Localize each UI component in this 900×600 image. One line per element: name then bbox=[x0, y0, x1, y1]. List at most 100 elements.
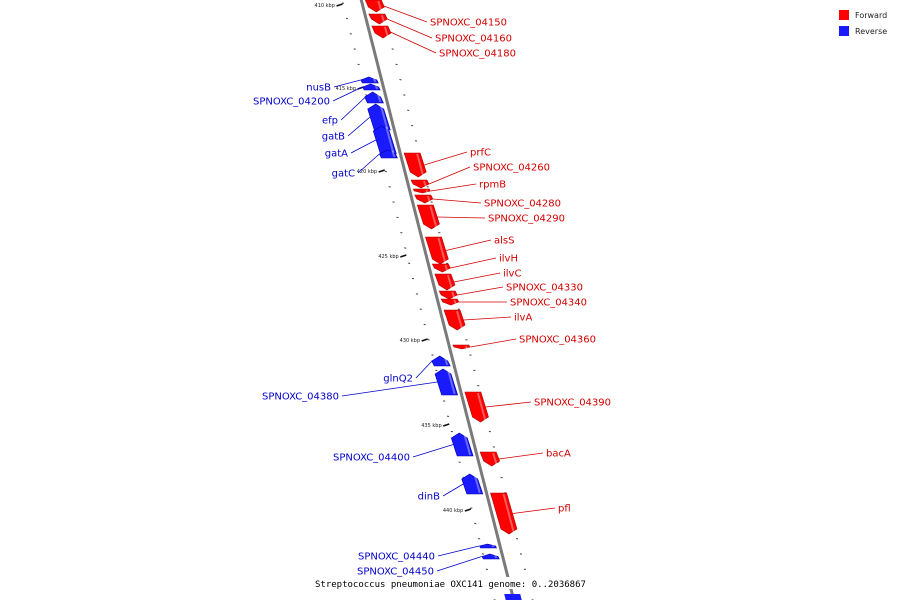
gene-highlight bbox=[463, 433, 472, 456]
gene-pfl[interactable] bbox=[490, 492, 518, 535]
gene-bacA[interactable] bbox=[479, 451, 501, 467]
gene-SPNOXC_04450[interactable] bbox=[481, 553, 500, 560]
gene-arrow[interactable] bbox=[479, 543, 498, 549]
gene-arrow[interactable] bbox=[431, 355, 451, 367]
gene-label[interactable]: pfl bbox=[558, 504, 571, 515]
gene-label[interactable]: SPNOXC_04440 bbox=[358, 552, 435, 563]
gene-arrow[interactable] bbox=[479, 451, 501, 467]
gene-label[interactable]: SPNOXC_04340 bbox=[510, 298, 587, 309]
gene-arrow[interactable] bbox=[464, 391, 489, 423]
gene-arrow[interactable] bbox=[414, 194, 434, 204]
gene-gatC[interactable] bbox=[378, 149, 398, 159]
gene-glnQ2[interactable] bbox=[431, 355, 451, 367]
gene-SPNOXC_04400[interactable] bbox=[450, 432, 474, 457]
gene-label[interactable]: gatB bbox=[322, 132, 345, 143]
gene-arrow[interactable] bbox=[452, 344, 471, 350]
gene-nusB[interactable] bbox=[360, 76, 379, 84]
gene-label[interactable]: SPNOXC_04200 bbox=[253, 97, 330, 108]
gene-arrow[interactable] bbox=[440, 298, 460, 306]
gene-dinB[interactable] bbox=[461, 473, 484, 495]
gene-arrow[interactable] bbox=[461, 473, 484, 495]
gene-ilvH[interactable] bbox=[431, 263, 451, 273]
gene-prfC[interactable] bbox=[403, 152, 427, 178]
gene-arrow[interactable] bbox=[416, 204, 440, 230]
gene-label[interactable]: ilvA bbox=[514, 313, 532, 324]
gene-arrow[interactable] bbox=[410, 179, 430, 189]
gene-SPNOXC_04360[interactable] bbox=[452, 344, 471, 350]
gene-gatB[interactable] bbox=[367, 103, 391, 131]
tick-label: 415 kbp bbox=[336, 86, 356, 92]
label-leader-line bbox=[442, 483, 464, 497]
gene-label[interactable]: SPNOXC_04280 bbox=[484, 199, 561, 210]
gene-SPNOXC_04200[interactable] bbox=[362, 83, 381, 91]
gene-label[interactable]: alsS bbox=[494, 236, 514, 247]
gene-label[interactable]: nusB bbox=[306, 83, 331, 94]
gene-label[interactable]: SPNOXC_04450 bbox=[357, 567, 434, 578]
gene-highlight bbox=[376, 92, 382, 103]
gene-arrow[interactable] bbox=[371, 25, 392, 39]
gene-label[interactable]: ilvH bbox=[499, 254, 518, 265]
gene-SPNOXC_04390[interactable] bbox=[464, 391, 489, 423]
label-leader-line bbox=[333, 79, 361, 88]
gene-arrow[interactable] bbox=[378, 149, 398, 159]
caption-group: Streptococcus pneumoniae OXC141 genome: … bbox=[312, 577, 588, 590]
gene-label[interactable]: efp bbox=[322, 116, 338, 127]
gene-label[interactable]: dinB bbox=[418, 492, 440, 503]
gene-arrow[interactable] bbox=[412, 188, 431, 194]
gene-SPNOXC_04150[interactable] bbox=[364, 0, 385, 13]
major-tick bbox=[400, 254, 407, 258]
gene-alsS[interactable] bbox=[425, 236, 449, 265]
gene-ilvC[interactable] bbox=[434, 273, 456, 291]
gene-ilvA[interactable] bbox=[443, 309, 466, 331]
gene-SPNOXC_04260[interactable] bbox=[410, 179, 430, 189]
gene-arrow[interactable] bbox=[490, 492, 518, 535]
gene-label[interactable]: SPNOXC_04290 bbox=[488, 214, 565, 225]
gene-label[interactable]: glnQ2 bbox=[383, 374, 413, 385]
gene-label[interactable]: SPNOXC_04180 bbox=[439, 49, 516, 60]
gene-label[interactable]: SPNOXC_04330 bbox=[506, 283, 583, 294]
gene-SPNOXC_04290[interactable] bbox=[416, 204, 440, 230]
gene-arrow[interactable] bbox=[443, 309, 466, 331]
gene-label[interactable]: SPNOXC_04390 bbox=[534, 398, 611, 409]
gene-arrow[interactable] bbox=[364, 0, 385, 13]
gene-arrow[interactable] bbox=[362, 83, 381, 91]
gene-arrow[interactable] bbox=[434, 368, 459, 396]
gene-arrow[interactable] bbox=[360, 76, 379, 84]
gene-label[interactable]: gatC bbox=[332, 169, 355, 180]
gene-label[interactable]: SPNOXC_04160 bbox=[435, 34, 512, 45]
gene-label[interactable]: rpmB bbox=[479, 180, 506, 191]
gene-label[interactable]: bacA bbox=[546, 449, 571, 460]
gene-label[interactable]: gatA bbox=[325, 149, 348, 160]
gene-highlight bbox=[391, 150, 396, 158]
gene-label[interactable]: ilvC bbox=[503, 269, 521, 280]
gene-SPNOXC_04340[interactable] bbox=[440, 298, 460, 306]
gene-SPNOXC_04180[interactable] bbox=[371, 25, 392, 39]
gene-arrow[interactable] bbox=[403, 152, 427, 178]
gene-SPNOXC_04280[interactable] bbox=[414, 194, 434, 204]
gene-label[interactable]: SPNOXC_04400 bbox=[333, 453, 410, 464]
legend-reverse-swatch bbox=[839, 26, 849, 36]
major-tick bbox=[421, 338, 428, 342]
gene-label[interactable]: SPNOXC_04150 bbox=[430, 18, 507, 29]
gene-arrow[interactable] bbox=[364, 91, 384, 104]
gene-SPNOXC_04160[interactable] bbox=[368, 13, 388, 25]
gene-arrow[interactable] bbox=[434, 273, 456, 291]
gene-SPNOXC_04330[interactable] bbox=[438, 290, 458, 300]
gene-label[interactable]: SPNOXC_04260 bbox=[473, 163, 550, 174]
gene-SPNOXC_04440[interactable] bbox=[479, 543, 498, 549]
gene-efp[interactable] bbox=[364, 91, 384, 104]
gene-arrow[interactable] bbox=[368, 13, 388, 25]
label-layer: SPNOXC_04150 SPNOXC_04160 SPNOXC_04180 nusB… bbox=[253, 5, 611, 578]
gene-arrow[interactable] bbox=[481, 553, 500, 560]
gene-label[interactable]: SPNOXC_04380 bbox=[262, 392, 339, 403]
gene-arrow[interactable] bbox=[425, 236, 449, 265]
gene-arrow[interactable] bbox=[431, 263, 451, 273]
gene-highlight bbox=[425, 189, 429, 193]
gene-arrow[interactable] bbox=[438, 290, 458, 300]
gene-SPNOXC_04380[interactable] bbox=[434, 368, 459, 396]
gene-rpmB[interactable] bbox=[412, 188, 431, 194]
gene-label[interactable]: SPNOXC_04360 bbox=[519, 335, 596, 346]
legend-reverse-label: Reverse bbox=[855, 27, 887, 36]
gene-arrow[interactable] bbox=[450, 432, 474, 457]
gene-label[interactable]: prfC bbox=[470, 148, 491, 159]
